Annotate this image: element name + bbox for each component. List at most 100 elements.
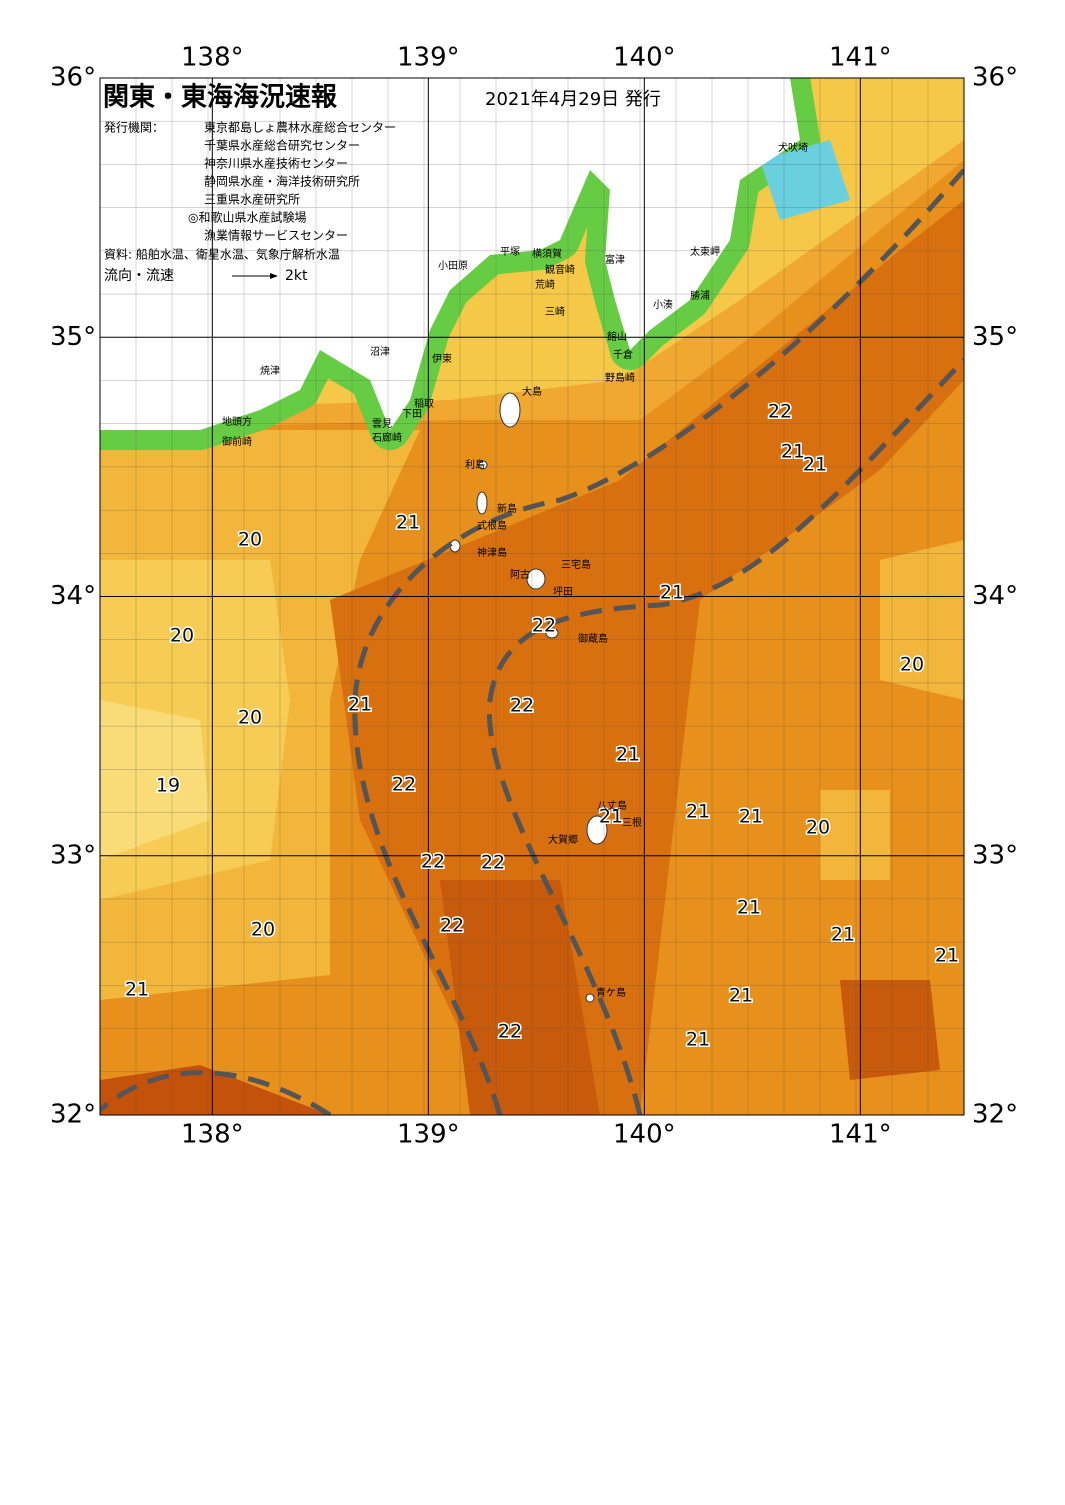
temperature-label: 21 xyxy=(831,924,855,946)
temperature-label: 21 xyxy=(686,1029,710,1051)
temperature-label: 22 xyxy=(440,915,464,937)
place-name: 平塚 xyxy=(500,246,520,258)
temperature-label: 22 xyxy=(532,615,556,637)
place-name: 新島 xyxy=(497,502,517,515)
place-name: 富津 xyxy=(605,253,625,266)
agency: 東京都島しょ農林水産総合センター xyxy=(204,120,396,135)
temperature-label: 22 xyxy=(768,401,792,423)
place-name: 雲見 xyxy=(372,418,392,430)
temperature-label: 21 xyxy=(660,582,684,604)
map-body xyxy=(100,78,964,1115)
temperature-label: 20 xyxy=(238,529,262,551)
lat-label-right: 32° xyxy=(972,1100,1018,1130)
place-name: 稲取 xyxy=(414,398,434,410)
place-name: 三根 xyxy=(622,816,642,829)
lon-label-bottom: 138° xyxy=(181,1120,244,1150)
lon-label-top: 140° xyxy=(613,43,676,73)
place-name: 野島崎 xyxy=(605,371,635,384)
place-name: 青ケ島 xyxy=(596,986,626,999)
place-name: 八丈島 xyxy=(597,799,627,812)
lat-label-right: 33° xyxy=(972,840,1018,870)
place-name: 地頭方 xyxy=(222,415,252,428)
temperature-label: 21 xyxy=(729,985,753,1007)
place-name: 式根島 xyxy=(477,519,507,532)
temperature-label: 21 xyxy=(781,441,805,463)
issue-date: 2021年4月29日 発行 xyxy=(485,89,661,110)
source: 資料: 船舶水温、衛星水温、気象庁解析水温 xyxy=(104,247,340,262)
temperature-label: 21 xyxy=(803,454,827,476)
place-name: 三崎 xyxy=(545,305,565,318)
lat-label-left: 36° xyxy=(50,63,96,93)
place-name: 神津島 xyxy=(477,546,507,559)
lat-label-right: 35° xyxy=(972,322,1018,352)
agency: 千葉県水産総合研究センター xyxy=(204,138,360,153)
lon-label-top: 139° xyxy=(397,43,460,73)
temperature-label: 21 xyxy=(396,512,420,534)
temperature-label: 19 xyxy=(156,775,180,797)
place-name: 御蔵島 xyxy=(578,632,608,645)
lon-label-bottom: 140° xyxy=(613,1120,676,1150)
lon-label-bottom: 141° xyxy=(829,1120,892,1150)
place-name: 下田 xyxy=(402,409,422,420)
place-name: 小田原 xyxy=(438,260,468,272)
temperature-label: 21 xyxy=(125,979,149,1001)
place-name: 館山 xyxy=(607,330,627,343)
title: 関東・東海海況速報 xyxy=(103,83,338,113)
temperature-label: 21 xyxy=(935,945,959,967)
lat-label-left: 34° xyxy=(50,581,96,611)
agency-label: 発行機関： xyxy=(104,120,164,135)
agency: 神奈川県水産技術センター xyxy=(204,156,348,171)
place-name: 犬吠埼 xyxy=(778,141,808,154)
place-name: 坪田 xyxy=(553,585,573,598)
temperature-label: 21 xyxy=(739,806,763,828)
temperature-label: 20 xyxy=(900,654,924,676)
temperature-label: 21 xyxy=(616,744,640,766)
legend-arrowhead xyxy=(270,273,278,279)
agency: ◎和歌山県水産試験場 xyxy=(188,210,306,225)
lat-label-right: 34° xyxy=(972,581,1018,611)
lat-label-left: 32° xyxy=(50,1100,96,1130)
current-axis xyxy=(100,168,964,1115)
temperature-label: 20 xyxy=(170,625,194,647)
agency: 静岡県水産・海洋技術研究所 xyxy=(204,174,360,189)
lon-label-top: 141° xyxy=(829,43,892,73)
place-name: 観音崎 xyxy=(545,263,575,276)
temperature-label: 20 xyxy=(806,817,830,839)
temperature-label: 21 xyxy=(737,897,761,919)
lat-label-left: 33° xyxy=(50,840,96,870)
lon-label-top: 138° xyxy=(181,43,244,73)
temperature-label: 22 xyxy=(498,1021,522,1043)
place-name: 御前崎 xyxy=(222,435,252,448)
place-name: 阿古 xyxy=(510,568,530,581)
legend-speed: 2kt xyxy=(285,268,308,284)
temperature-label: 21 xyxy=(348,694,372,716)
place-name: 勝浦 xyxy=(690,289,710,302)
temperature-label: 22 xyxy=(421,851,445,873)
place-name: 利島 xyxy=(465,458,485,471)
place-name: 千倉 xyxy=(613,348,633,361)
legend-label: 流向・流速 xyxy=(104,268,174,284)
temperature-label: 22 xyxy=(510,695,534,717)
temperature-label: 22 xyxy=(392,774,416,796)
place-name: 大島 xyxy=(522,385,542,398)
agency: 三重県水産研究所 xyxy=(204,192,300,207)
lat-label-left: 35° xyxy=(50,322,96,352)
place-name: 伊東 xyxy=(432,352,452,365)
place-name: 焼津 xyxy=(260,365,280,377)
temperature-label: 22 xyxy=(481,852,505,874)
temperature-label: 20 xyxy=(238,707,262,729)
place-name: 大賀郷 xyxy=(548,833,578,846)
place-name: 沼津 xyxy=(370,345,390,358)
temperature-label: 21 xyxy=(686,801,710,823)
temperature-label: 20 xyxy=(251,919,275,941)
place-name: 荒崎 xyxy=(535,278,555,291)
lat-label-right: 36° xyxy=(972,63,1018,93)
temperature-label: 21 xyxy=(599,806,623,828)
place-name: 石廊崎 xyxy=(372,431,402,444)
place-name: 三宅島 xyxy=(561,558,591,571)
lon-label-bottom: 139° xyxy=(397,1120,460,1150)
agency: 漁業情報サービスセンター xyxy=(204,229,348,243)
place-name: 横須賀 xyxy=(532,247,562,260)
